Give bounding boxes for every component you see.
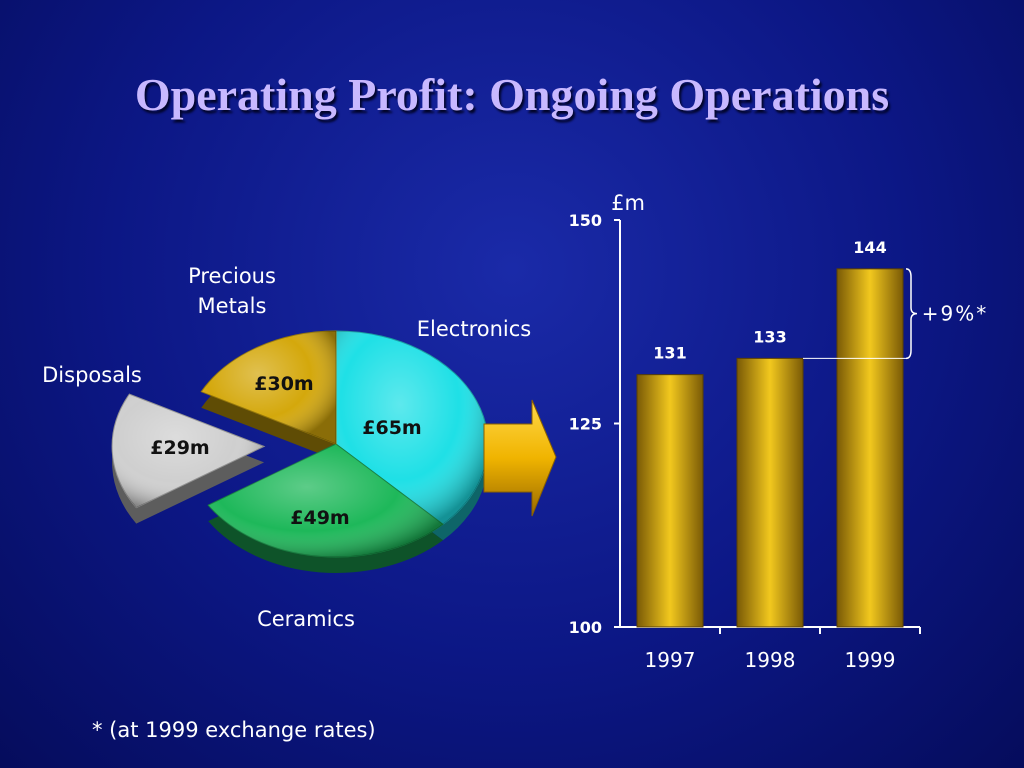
pie-slice-value-label: £65m [362,417,421,439]
pie-slice-category-label: Precious [188,264,276,288]
pie-slice-highlight [336,331,488,525]
pie-slice-category-label: Disposals [42,363,142,387]
y-tick-label: 150 [569,211,602,230]
bar-chart: 100 125 150 £m 131 1997 133 1998 144 1999 +9%* [569,191,989,672]
slide-title: Operating Profit: Ongoing Operations [134,69,890,120]
y-tick-label: 100 [569,618,602,637]
bar-data-label: 131 [653,344,686,363]
x-tick-label: 1998 [745,648,796,672]
footnote: * (at 1999 exchange rates) [92,718,376,742]
arrow-shape [483,399,557,517]
right-arrow-icon [483,399,557,517]
y-tick-label: 125 [569,415,602,434]
bar [836,268,904,628]
bar-data-label: 133 [753,327,786,346]
pie-chart: £65m Electronics £49m Ceramics £29m Disposals… [42,264,531,631]
y-axis-unit-label: £m [611,191,645,215]
pie-slice-value-label: £29m [150,437,209,459]
x-tick-label: 1999 [845,648,896,672]
pie-slice-highlight [112,394,265,508]
bar [736,357,804,628]
pie-slice-category-label: Metals [198,294,267,318]
pie-slice-value-label: £30m [254,373,313,395]
pie-slice-category-label: Electronics [417,317,531,341]
annotation-brace [905,268,918,360]
growth-annotation: +9%* [922,302,989,326]
pie-slice-highlight [208,444,443,557]
pie-slice-highlight [201,331,336,444]
pie-slice-category-label: Ceramics [257,607,355,631]
pie-slice-value-label: £49m [290,507,349,529]
x-tick-label: 1997 [645,648,696,672]
bar [636,374,704,628]
bar-data-label: 144 [853,238,886,257]
